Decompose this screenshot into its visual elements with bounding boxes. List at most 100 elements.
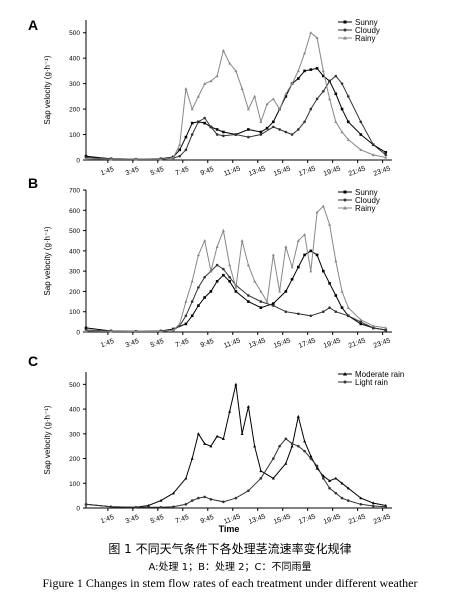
data-point: [196, 253, 200, 257]
data-point: [197, 120, 200, 124]
data-point: [146, 503, 150, 507]
x-tick-label: 1:45: [100, 514, 115, 525]
data-point: [259, 130, 263, 134]
panel-letter: C: [28, 353, 38, 369]
data-point: [340, 306, 344, 309]
panel-letter: A: [28, 17, 38, 33]
data-point: [290, 442, 294, 446]
data-point: [271, 97, 275, 101]
data-point: [384, 151, 388, 154]
data-point: [215, 279, 219, 283]
data-point: [178, 322, 182, 326]
data-point: [296, 239, 300, 242]
data-point: [178, 143, 182, 146]
data-point: [259, 120, 263, 124]
x-tick-label: 7:45: [175, 514, 190, 525]
data-point: [196, 432, 200, 436]
data-point: [334, 74, 338, 78]
data-point: [334, 491, 338, 495]
data-point: [159, 505, 163, 509]
data-point: [315, 210, 319, 214]
data-point: [303, 253, 306, 257]
data-point: [315, 97, 319, 101]
y-tick-label: 500: [69, 228, 80, 235]
data-point: [209, 498, 213, 501]
data-point: [346, 499, 350, 502]
data-point: [284, 95, 288, 98]
data-point: [371, 143, 375, 147]
figure-canvas: A 0 100 200 300 400 500 1:45 3:45 5:45 7:45 9:45 11:…: [28, 17, 404, 534]
data-point: [278, 128, 281, 131]
figure-caption-chinese: 图 1 不同天气条件下各处理茎流速率变化规律: [108, 542, 352, 556]
x-tick-label: 19:45: [323, 513, 342, 526]
data-point: [322, 310, 325, 314]
x-tick-label: 17:45: [298, 513, 317, 526]
panel-letter: B: [28, 175, 38, 191]
data-point: [278, 444, 281, 448]
data-point: [371, 326, 375, 330]
data-point: [272, 120, 275, 124]
panel-a: A 0 100 200 300 400 500 1:45 3:45 5:45 7:45 9:45 11:…: [28, 17, 392, 178]
data-point: [203, 116, 206, 120]
data-point: [171, 155, 175, 159]
data-point: [234, 69, 238, 73]
data-point: [222, 273, 225, 277]
data-point: [309, 269, 313, 273]
legend-marker: [343, 28, 347, 32]
data-point: [284, 290, 288, 293]
data-point: [297, 128, 300, 131]
data-point: [197, 304, 200, 307]
data-point: [222, 134, 225, 138]
data-point: [328, 282, 331, 285]
data-point: [340, 289, 344, 293]
data-point: [359, 496, 363, 500]
data-point: [197, 286, 200, 289]
data-point: [272, 302, 275, 305]
x-tick-label: 3:45: [125, 166, 140, 177]
data-point: [303, 120, 306, 124]
data-point: [322, 74, 325, 78]
data-point: [247, 128, 250, 131]
data-point: [253, 279, 257, 283]
x-tick-label: 15:45: [273, 337, 292, 350]
data-point: [346, 120, 350, 124]
data-point: [359, 502, 363, 506]
series-line-cloudy: [85, 75, 387, 160]
y-tick-label: 400: [69, 56, 80, 63]
data-point: [297, 265, 300, 269]
data-point: [190, 133, 194, 136]
data-point: [334, 120, 338, 124]
data-point: [346, 306, 350, 309]
data-point: [272, 457, 275, 460]
data-point: [384, 505, 388, 509]
data-point: [271, 253, 275, 257]
data-point: [159, 157, 163, 161]
x-tick-label: 13:45: [248, 165, 267, 178]
data-point: [197, 496, 200, 500]
data-point: [172, 505, 175, 509]
data-point: [178, 154, 181, 158]
data-point: [221, 437, 225, 440]
data-point: [209, 269, 213, 273]
data-point: [190, 107, 194, 111]
data-point: [340, 481, 344, 485]
data-point: [303, 51, 307, 55]
x-tick-label: 5:45: [150, 166, 165, 177]
x-tick-label: 11:45: [223, 337, 241, 349]
data-point: [315, 466, 319, 470]
y-tick-label: 0: [76, 158, 80, 165]
data-point: [315, 67, 319, 70]
data-point: [315, 253, 319, 257]
data-point: [340, 130, 344, 134]
data-point: [321, 204, 325, 208]
data-point: [371, 324, 375, 328]
data-point: [346, 314, 350, 318]
data-point: [209, 444, 213, 448]
x-tick-label: 23:45: [373, 513, 392, 526]
data-point: [284, 92, 288, 96]
data-point: [334, 294, 338, 297]
data-point: [203, 275, 206, 279]
data-point: [371, 504, 375, 508]
data-point: [234, 496, 238, 500]
x-tick-label: 19:45: [323, 165, 342, 178]
